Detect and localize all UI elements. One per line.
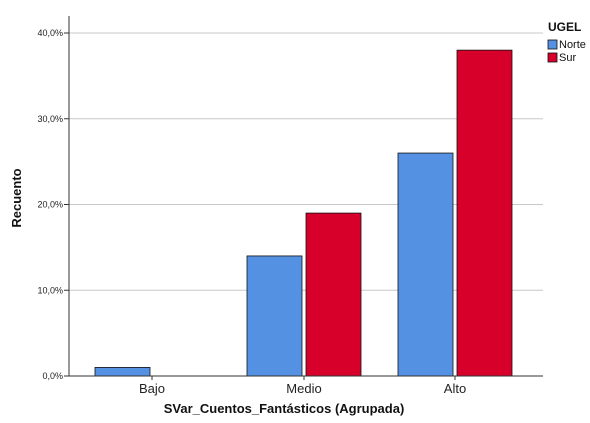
- x-tick-label: Medio: [286, 381, 321, 396]
- bar-norte-bajo: [94, 367, 151, 377]
- legend-swatch-sur: [547, 52, 558, 63]
- bar-norte-alto: [397, 152, 454, 377]
- x-tick-label: Alto: [444, 381, 466, 396]
- legend-swatch-norte: [547, 39, 558, 50]
- x-tick-label: Bajo: [139, 381, 165, 396]
- legend-title: UGEL: [548, 20, 581, 34]
- bars: [94, 49, 513, 377]
- bar-sur-alto: [456, 49, 513, 377]
- bar-sur-medio: [305, 212, 362, 377]
- y-axis-title: Recuento: [9, 168, 24, 227]
- bar-norte-medio: [246, 255, 303, 377]
- y-tick-label: 40,0%: [37, 28, 63, 38]
- y-tick-label: 0,0%: [42, 371, 63, 381]
- y-tick-label: 10,0%: [37, 285, 63, 295]
- x-tick-labels: Bajo Medio Alto: [139, 376, 466, 396]
- legend-label-norte: Norte: [559, 39, 586, 51]
- y-tick-label: 30,0%: [37, 114, 63, 124]
- y-tick-label: 20,0%: [37, 200, 63, 210]
- x-axis-title: SVar_Cuentos_Fantásticos (Agrupada): [164, 401, 405, 416]
- legend-label-sur: Sur: [559, 52, 576, 64]
- y-tick-labels: 0,0% 10,0% 20,0% 30,0% 40,0%: [37, 28, 69, 381]
- axes: [68, 16, 543, 377]
